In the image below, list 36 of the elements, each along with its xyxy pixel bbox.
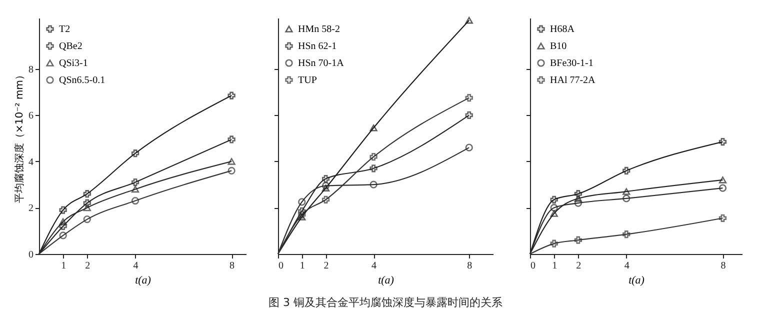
legend-label: B10 bbox=[550, 41, 567, 52]
x-tick-label: 1 bbox=[61, 260, 66, 272]
y-tick-label: 2 bbox=[28, 203, 34, 214]
legend-label: QSn6.5-0.1 bbox=[59, 75, 106, 86]
x-tick-label: 8 bbox=[467, 260, 472, 272]
x-tick-label: 1 bbox=[300, 260, 305, 272]
x-tick-label: 0 bbox=[530, 260, 536, 272]
x-tick-label: 8 bbox=[230, 260, 235, 272]
x-tick-label: 2 bbox=[85, 260, 90, 272]
y-axis-title: 平均腐蚀深度（×10⁻² mm） bbox=[14, 70, 26, 204]
legend-label: QSi3-1 bbox=[59, 58, 88, 69]
x-axis-title: t(a) bbox=[135, 274, 152, 286]
legend-label: BFe30-1-1 bbox=[550, 58, 594, 69]
legend-label: HAl 77-2A bbox=[550, 75, 596, 86]
legend-label: TUP bbox=[298, 75, 318, 86]
x-axis-title: t(a) bbox=[628, 274, 645, 286]
x-tick-label: 2 bbox=[324, 260, 329, 272]
legend-label: HMn 58-2 bbox=[298, 24, 340, 35]
x-tick-label: 1 bbox=[552, 260, 558, 272]
x-tick-label: 0 bbox=[278, 260, 284, 272]
legend-label: HSn 70-1A bbox=[298, 58, 345, 69]
legend-label: HSn 62-1 bbox=[298, 41, 337, 52]
y-tick-label: 6 bbox=[28, 110, 34, 122]
x-tick-label: 4 bbox=[372, 260, 377, 272]
text: 图 3 铜及其合金平均腐蚀深度与暴露时间的关系 bbox=[268, 296, 502, 309]
y-tick-label: 8 bbox=[28, 64, 34, 76]
y-tick-label: 4 bbox=[28, 156, 34, 168]
x-tick-label: 4 bbox=[133, 260, 138, 272]
legend-label: QBe2 bbox=[59, 41, 82, 52]
x-axis-title: t(a) bbox=[378, 274, 394, 286]
y-tick-label: 0 bbox=[28, 250, 34, 260]
legend-label: T2 bbox=[59, 24, 70, 35]
x-tick-label: 4 bbox=[624, 260, 630, 272]
x-tick-label: 8 bbox=[720, 260, 726, 272]
x-tick-label: 2 bbox=[576, 260, 582, 272]
legend-label: H68A bbox=[550, 24, 576, 35]
